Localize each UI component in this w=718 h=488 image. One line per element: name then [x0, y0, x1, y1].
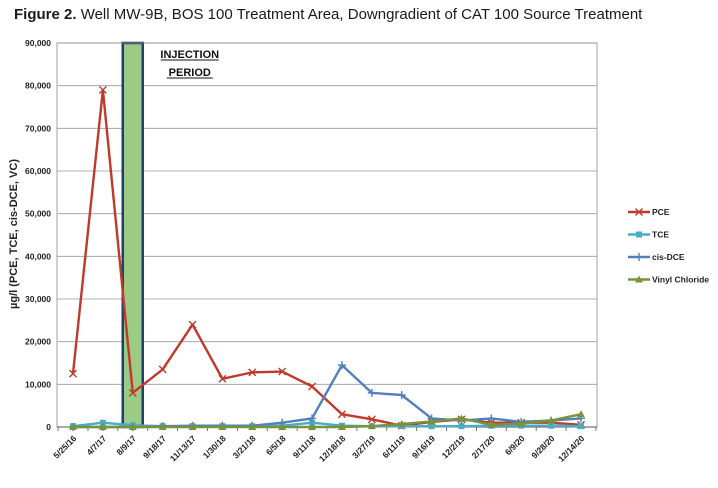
- pce-point: [367, 415, 376, 424]
- figure-title: Figure 2. Well MW-9B, BOS 100 Treatment …: [14, 6, 642, 23]
- x-tick-label: 11/13/17: [168, 433, 198, 463]
- x-tick-label: 3/27/19: [350, 433, 377, 460]
- x-tick-label: 5/25/16: [51, 433, 78, 460]
- y-tick-label: 50,000: [25, 209, 51, 219]
- series-pce: [69, 85, 585, 430]
- vinyl-chloride-point: [367, 422, 376, 430]
- legend-pce-marker: [635, 208, 643, 216]
- injection-period-band: [121, 41, 145, 429]
- injection-period: INJECTION PERIOD: [121, 41, 219, 429]
- x-tick-label: 6/5/18: [264, 433, 288, 457]
- legend-vinyl-chloride-marker: [635, 275, 643, 283]
- vinyl-chloride-point: [69, 423, 77, 430]
- legend: PCE TCE cis-DCE Vinyl Chloride: [628, 207, 709, 285]
- pce-point: [337, 410, 346, 419]
- pce-point: [188, 320, 197, 329]
- y-tick-label: 40,000: [25, 251, 51, 261]
- vinyl-chloride-point: [158, 423, 167, 430]
- y-tick-labels: 0 10,000 20,000 30,000 40,000 50,000 60,000 70,…: [25, 38, 51, 432]
- y-axis-label: µg/l (PCE, TCE, cis-DCE, VC): [8, 159, 20, 309]
- x-tick-label: 12/2/19: [440, 433, 467, 460]
- x-tick-label: 12/14/20: [556, 433, 587, 464]
- pce-point: [128, 388, 137, 397]
- legend-pce-label: PCE: [652, 207, 670, 217]
- x-tick-label: 1/30/18: [201, 433, 228, 460]
- x-tick-label: 6/9/20: [503, 433, 527, 457]
- tce-point: [458, 423, 465, 430]
- x-tick-label: 4/7/17: [85, 433, 109, 457]
- x-tick-label: 9/28/20: [529, 433, 556, 460]
- vinyl-chloride-point: [218, 423, 227, 430]
- pce-point: [308, 382, 317, 391]
- tce-point: [578, 423, 584, 430]
- vinyl-chloride-point: [337, 423, 346, 430]
- y-tick-label: 30,000: [25, 294, 51, 304]
- pce-point: [278, 367, 287, 376]
- y-tick-label: 0: [46, 422, 51, 432]
- tce-point: [428, 423, 435, 430]
- x-tick-label: 8/9/17: [114, 433, 138, 457]
- vinyl-chloride-point: [517, 419, 526, 427]
- x-tick-label: 6/11/19: [380, 433, 407, 460]
- tce-point: [99, 419, 106, 426]
- vinyl-chloride-point: [128, 423, 137, 430]
- vinyl-chloride-point: [427, 417, 436, 425]
- x-tick-label: 9/16/19: [410, 433, 437, 460]
- series-vinyl-chloride: [69, 410, 585, 430]
- cis-dce-point: [337, 361, 346, 370]
- x-tick-labels: 5/25/16 4/7/17 8/9/17 9/18/17 11/13/17 1/30/1…: [51, 433, 586, 464]
- pce-point: [158, 365, 167, 374]
- vinyl-chloride-point: [308, 423, 317, 430]
- x-tick-label: 3/21/18: [231, 433, 258, 460]
- vinyl-chloride-point: [188, 423, 197, 430]
- pce-point: [98, 85, 107, 94]
- figure-label: Figure 2.: [14, 6, 77, 23]
- legend-cis-dce-marker: [635, 253, 643, 261]
- cis-dce-point: [367, 388, 376, 397]
- cis-dce-line: [73, 363, 582, 429]
- series-cis-dce: [69, 361, 585, 431]
- y-tick-label: 20,000: [25, 337, 51, 347]
- series-lines: [69, 85, 585, 431]
- vinyl-chloride-point: [457, 414, 466, 422]
- legend-vinyl-chloride-label: Vinyl Chloride: [652, 275, 709, 285]
- vinyl-chloride-point: [248, 423, 257, 430]
- injection-period-label-line2: PERIOD: [169, 67, 211, 79]
- vinyl-chloride-line: [73, 413, 582, 429]
- legend-tce-marker: [636, 231, 642, 238]
- tce-point: [309, 419, 316, 426]
- vinyl-chloride-point: [397, 420, 406, 428]
- gridlines: [57, 42, 597, 385]
- pce-point: [218, 374, 227, 383]
- x-tick-label: 2/17/20: [470, 433, 497, 460]
- injection-period-label-line1: INJECTION: [160, 49, 219, 61]
- tce-point: [548, 422, 555, 429]
- pce-point: [248, 368, 257, 377]
- legend-cis-dce-label: cis-DCE: [652, 252, 685, 262]
- vinyl-chloride-point: [278, 423, 287, 430]
- vinyl-chloride-point: [487, 420, 496, 428]
- vinyl-chloride-point: [577, 410, 585, 418]
- cis-dce-point: [308, 414, 317, 423]
- x-tick-label: 12/18/18: [317, 433, 348, 464]
- y-tick-label: 60,000: [25, 166, 51, 176]
- y-tick-label: 10,000: [25, 379, 51, 389]
- x-tick-label: 9/18/17: [141, 433, 168, 460]
- vinyl-chloride-point: [98, 423, 107, 430]
- vinyl-chloride-point: [547, 416, 556, 424]
- legend-tce-label: TCE: [652, 230, 669, 240]
- y-tick-label: 80,000: [25, 81, 51, 91]
- y-tick-label: 70,000: [25, 123, 51, 133]
- x-tick-label: 9/11/18: [291, 433, 318, 460]
- pce-point: [69, 369, 77, 378]
- cis-dce-point: [397, 391, 406, 399]
- pce-line: [71, 88, 582, 427]
- y-tick-label: 90,000: [25, 38, 51, 48]
- figure-title-text: Well MW-9B, BOS 100 Treatment Area, Down…: [80, 6, 643, 23]
